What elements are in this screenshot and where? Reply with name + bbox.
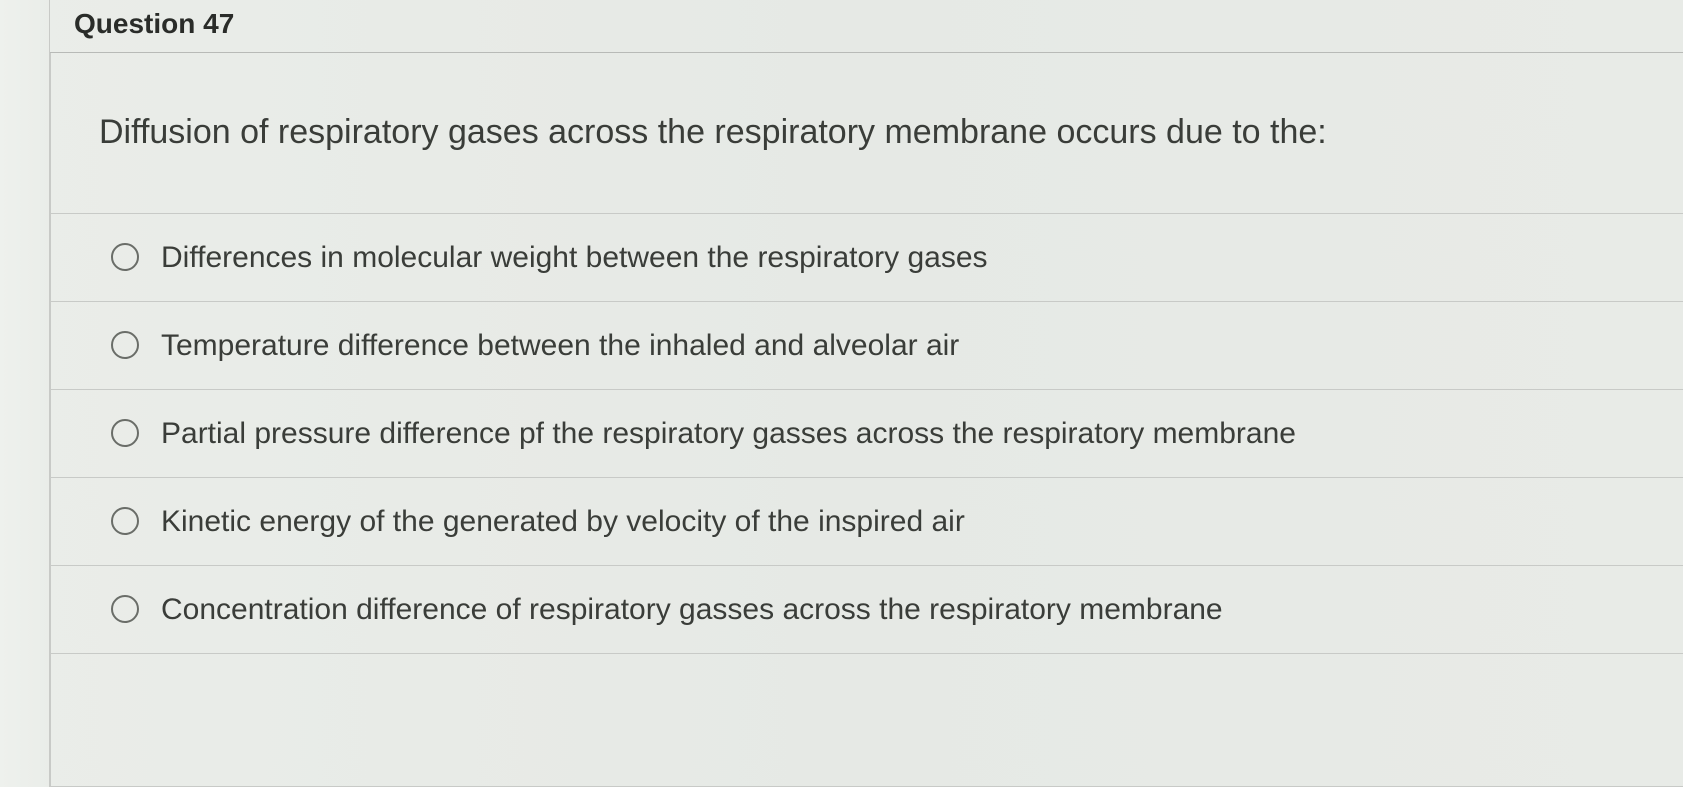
radio-icon[interactable]	[111, 507, 139, 535]
option-label: Kinetic energy of the generated by veloc…	[161, 502, 965, 541]
option-label: Partial pressure difference pf the respi…	[161, 414, 1296, 453]
radio-icon[interactable]	[111, 419, 139, 447]
question-header: Question 47	[50, 0, 1683, 53]
radio-icon[interactable]	[111, 243, 139, 271]
question-prompt: Diffusion of respiratory gases across th…	[99, 109, 1643, 157]
option-row-2[interactable]: Partial pressure difference pf the respi…	[51, 390, 1683, 478]
option-row-4[interactable]: Concentration difference of respiratory …	[51, 566, 1683, 654]
question-body: Diffusion of respiratory gases across th…	[50, 53, 1683, 787]
option-row-1[interactable]: Temperature difference between the inhal…	[51, 302, 1683, 390]
radio-icon[interactable]	[111, 331, 139, 359]
question-number: Question 47	[74, 8, 234, 39]
option-label: Concentration difference of respiratory …	[161, 590, 1223, 629]
option-label: Differences in molecular weight between …	[161, 238, 988, 277]
option-row-0[interactable]: Differences in molecular weight between …	[51, 214, 1683, 302]
spacer	[51, 654, 1683, 787]
radio-icon[interactable]	[111, 595, 139, 623]
option-label: Temperature difference between the inhal…	[161, 326, 959, 365]
option-row-3[interactable]: Kinetic energy of the generated by veloc…	[51, 478, 1683, 566]
left-margin	[0, 0, 50, 787]
quiz-container: Question 47 Diffusion of respiratory gas…	[0, 0, 1683, 787]
question-prompt-row: Diffusion of respiratory gases across th…	[51, 53, 1683, 214]
